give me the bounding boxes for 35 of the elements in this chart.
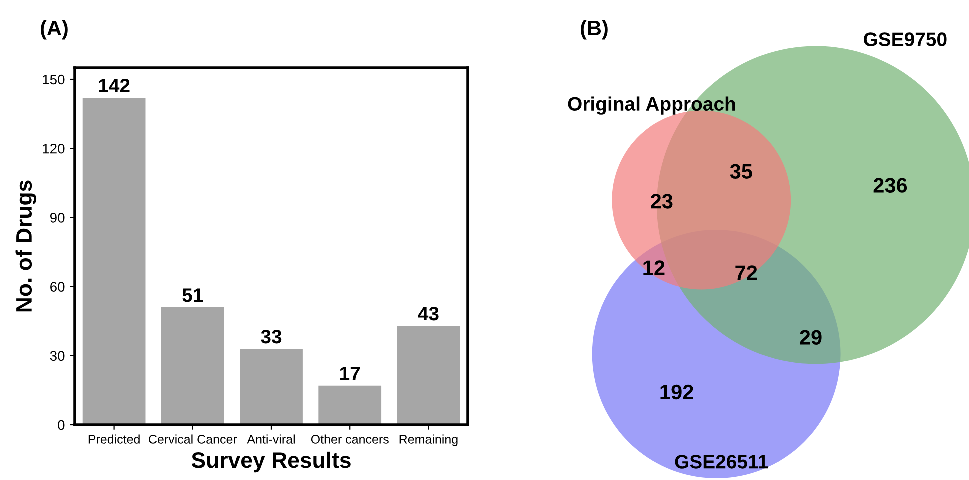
x-tick-label: Anti-viral (247, 434, 295, 444)
data-label: 142 (99, 78, 130, 93)
text: 29 (800, 330, 822, 345)
text: GSE9750 (864, 32, 947, 46)
data-label: 17 (340, 367, 360, 380)
x-tick-label: Cervical Cancer (149, 434, 238, 444)
data-label: 33 (261, 330, 282, 344)
y-tick-label: 0 (58, 420, 65, 430)
x-axis-title: Survey Results (192, 452, 351, 473)
bar (240, 348, 303, 425)
bar (161, 308, 224, 425)
text: GSE26511 (675, 455, 768, 469)
text: 236 (874, 178, 908, 193)
y-tick-label: 150 (43, 74, 65, 85)
x-tick-label: Other cancers (311, 434, 389, 444)
y-tick-label: 60 (50, 282, 65, 292)
bar (82, 98, 146, 425)
bar (397, 326, 460, 425)
text: 12 (644, 260, 665, 276)
text: Original Approach (568, 96, 736, 115)
text: 72 (736, 266, 758, 280)
x-tick-label: Remaining (400, 434, 458, 446)
y-tick-label: 30 (50, 351, 65, 362)
x-tick-label: Predicted (88, 434, 140, 444)
y-axis-title: No. of Drugs (16, 180, 37, 312)
text: 23 (651, 194, 673, 209)
text: 192 (660, 384, 694, 400)
text: 35 (730, 164, 752, 180)
y-tick-label: 90 (50, 213, 65, 223)
data-label: 51 (182, 288, 204, 302)
bar (318, 386, 382, 425)
y-tick-label: 120 (43, 144, 65, 154)
chart-title: (A) (41, 20, 68, 40)
text: (B) (581, 20, 608, 40)
data-label: 43 (418, 306, 439, 321)
